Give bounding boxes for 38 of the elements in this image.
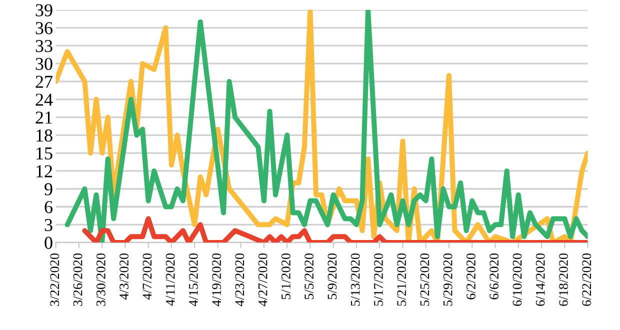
y-tick-label: 30 bbox=[36, 58, 52, 70]
x-tick-label: 6/2/2020 bbox=[466, 253, 476, 300]
x-tick-label: 5/5/2020 bbox=[304, 253, 314, 300]
x-tick-label: 4/19/2020 bbox=[212, 253, 222, 306]
x-tick-label: 6/10/2020 bbox=[512, 253, 522, 306]
y-tick-label: 27 bbox=[36, 76, 53, 88]
x-tick-label: 6/22/2020 bbox=[582, 253, 592, 306]
x-tick-label: 5/13/2020 bbox=[350, 253, 360, 306]
x-tick-label: 4/27/2020 bbox=[258, 253, 268, 306]
x-tick-label: 4/23/2020 bbox=[235, 253, 244, 306]
x-tick-label: 4/7/2020 bbox=[142, 253, 152, 300]
x-tick-label: 3/26/2020 bbox=[73, 253, 82, 306]
x-tick-label: 4/3/2020 bbox=[120, 253, 128, 300]
y-tick-label: 0 bbox=[44, 236, 52, 249]
y-tick-label: 39 bbox=[36, 4, 52, 16]
x-tick-label: 3/22/2020 bbox=[50, 253, 60, 306]
x-tick-label: 6/14/2020 bbox=[536, 253, 545, 306]
x-tick-label: 4/11/2020 bbox=[166, 253, 175, 306]
y-tick-label: 6 bbox=[44, 201, 52, 214]
x-tick-label: 5/29/2020 bbox=[443, 253, 452, 306]
x-tick-label: 3/30/2020 bbox=[96, 253, 106, 306]
y-tick-label: 36 bbox=[36, 22, 52, 34]
y-tick-label: 21 bbox=[36, 112, 52, 124]
x-tick-label: 6/6/2020 bbox=[490, 253, 499, 300]
y-tick-label: 12 bbox=[36, 165, 52, 178]
y-tick-label: 15 bbox=[36, 147, 52, 160]
x-tick-label: 4/15/2020 bbox=[188, 253, 198, 306]
y-tick-label: 33 bbox=[36, 40, 52, 52]
x-tick-label: 5/9/2020 bbox=[328, 253, 337, 300]
x-tick-label: 5/1/2020 bbox=[281, 253, 290, 300]
x-tick-label: 5/25/2020 bbox=[420, 253, 430, 306]
y-tick-label: 18 bbox=[36, 129, 52, 142]
y-tick-label: 24 bbox=[36, 94, 53, 106]
x-tick-label: 5/21/2020 bbox=[397, 253, 406, 306]
x-tick-label: 5/17/2020 bbox=[374, 253, 383, 306]
x-tick-label: 6/18/2020 bbox=[559, 253, 568, 306]
y-tick-label: 9 bbox=[44, 183, 52, 196]
y-tick-label: 3 bbox=[44, 218, 52, 232]
